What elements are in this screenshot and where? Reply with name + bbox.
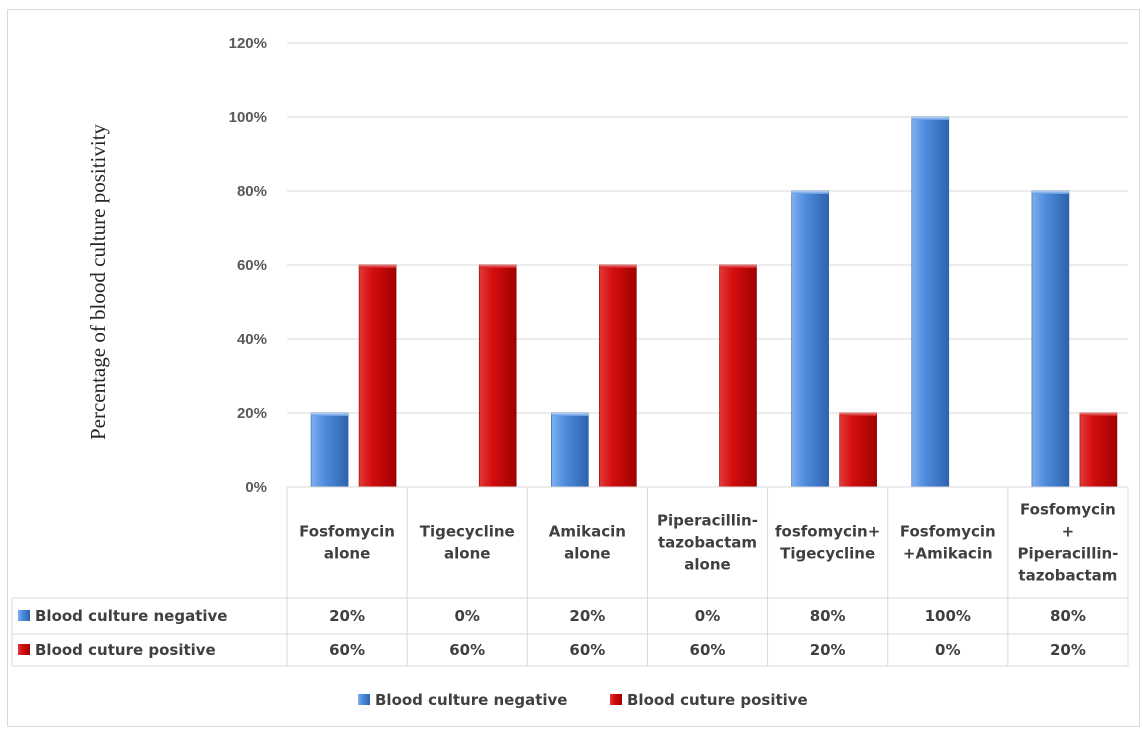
table-cell: 60% xyxy=(690,641,726,659)
bar-negative xyxy=(551,412,589,488)
legend-key xyxy=(610,694,622,705)
bar-positive xyxy=(719,264,757,488)
y-tick-label: 0% xyxy=(245,479,267,496)
bar-positive xyxy=(478,264,517,488)
category-label: Fosfomycin alone xyxy=(299,523,395,563)
legend: Blood culture negative Blood cuture posit… xyxy=(358,691,808,709)
table-cell: 0% xyxy=(695,607,720,625)
chart-frame xyxy=(7,9,1140,727)
category-label: Fosfomycin +Amikacin xyxy=(900,523,996,563)
table-cell: 80% xyxy=(1050,607,1086,625)
table-series-name: Blood cuture positive xyxy=(35,641,216,659)
table-cell: 20% xyxy=(810,641,846,659)
table-cell: 60% xyxy=(449,641,485,659)
y-tick-label: 20% xyxy=(237,405,267,422)
table-legend-key xyxy=(18,644,30,655)
table-cell: 100% xyxy=(925,607,971,625)
table-series-name: Blood culture negative xyxy=(35,607,227,625)
y-tick-label: 80% xyxy=(237,183,267,200)
data-table: Fosfomycin alone Tigecycline alone Amikacin a… xyxy=(11,486,1129,667)
table-cell: 0% xyxy=(935,641,960,659)
category-label: Amikacin alone xyxy=(549,523,626,563)
table-cell: 20% xyxy=(1050,641,1086,659)
bars xyxy=(310,116,1118,488)
bar-positive xyxy=(358,264,397,488)
table-cell: 20% xyxy=(569,607,605,625)
legend-label: Blood culture negative xyxy=(375,691,567,709)
y-tick-label: 40% xyxy=(237,331,267,348)
y-tick-label: 100% xyxy=(229,109,267,126)
y-tick-label: 60% xyxy=(237,257,267,274)
y-tick-label: 120% xyxy=(229,35,267,52)
bar-positive xyxy=(599,264,637,488)
category-label: Tigecycline alone xyxy=(420,523,515,563)
legend-label: Blood cuture positive xyxy=(627,691,808,709)
table-cell: 80% xyxy=(810,607,846,625)
bar-negative xyxy=(911,116,950,488)
category-label: Piperacillin-tazobactam alone xyxy=(657,512,758,574)
bar-positive xyxy=(1079,412,1118,488)
bar-positive xyxy=(839,412,877,488)
y-axis-label: Percentage of blood culture positivity xyxy=(86,123,110,440)
table-cell: 0% xyxy=(454,607,479,625)
category-label: Fosfomycin + Piperacillin-tazobactam xyxy=(1017,501,1118,585)
table-cell: 60% xyxy=(329,641,365,659)
table-cell: 60% xyxy=(569,641,605,659)
bar-negative xyxy=(1031,190,1070,488)
table-cell: 20% xyxy=(329,607,365,625)
table-legend-key xyxy=(18,610,30,621)
bar-negative xyxy=(310,412,349,488)
bar-negative xyxy=(791,190,829,488)
category-label: fosfomycin+ Tigecycline xyxy=(775,523,880,563)
legend-key xyxy=(358,694,370,705)
gridlines xyxy=(287,42,1128,488)
y-axis-ticks: 0% 20% 40% 60% 80% 100% 120% xyxy=(229,35,267,496)
